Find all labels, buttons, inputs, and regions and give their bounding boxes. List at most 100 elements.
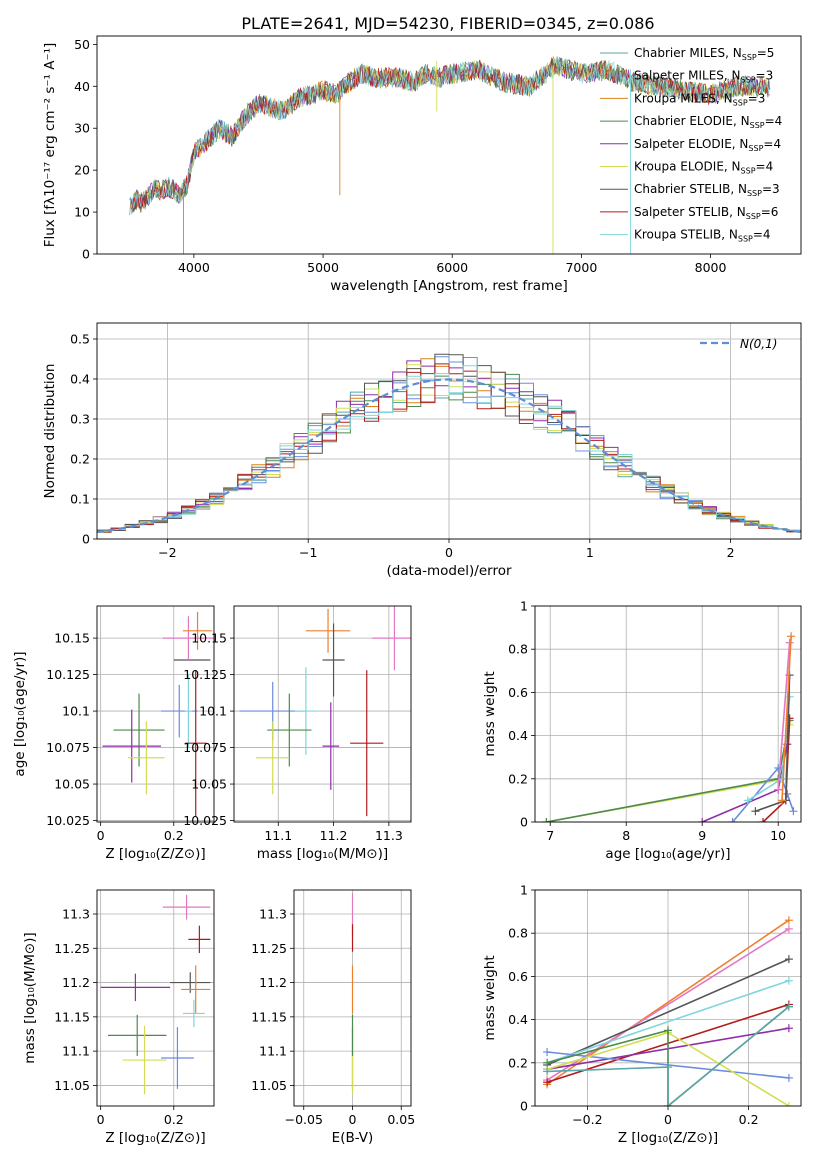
weight-line-3 xyxy=(731,766,795,822)
normal-curve xyxy=(97,378,801,534)
x-axis-label: E(B-V) xyxy=(332,1130,374,1146)
x-tick-label: 0 xyxy=(349,1112,357,1127)
axes-frame xyxy=(96,889,215,1107)
x-tick-label: 8 xyxy=(622,828,630,843)
residuals-panel: −2 −1 0 1 2 0 0.1 0.2 0.3 0.4 0.5 (data-model)/erro… xyxy=(42,322,802,579)
y-tick-label: 11.3 xyxy=(62,907,90,922)
histogram-6 xyxy=(97,353,801,533)
y-tick-label: 40 xyxy=(74,79,90,94)
mass_vs_ebv-panel: −0.05 0 0.05 11.05 11.1 11.15 11.2 11.25 11.3 E(B… xyxy=(251,889,415,1146)
y-tick-label: 11.1 xyxy=(259,1044,287,1059)
axes-frame xyxy=(534,605,802,823)
x-tick-label: 11.1 xyxy=(264,828,292,843)
y-axis-label: mass weight xyxy=(482,955,498,1040)
y-tick-label: 0.4 xyxy=(70,372,90,387)
x-tick-label: 8000 xyxy=(695,260,727,275)
x-tick-label: 11.2 xyxy=(320,828,348,843)
y-tick-label: 10.125 xyxy=(46,667,90,682)
plot-area xyxy=(239,606,411,817)
histogram-8 xyxy=(97,365,801,532)
y-tick-label: 0 xyxy=(82,247,90,262)
x-axis-label: mass [log₁₀(M/M⊙)] xyxy=(257,846,388,862)
y-tick-label: 30 xyxy=(74,121,90,136)
x-tick-label: 6000 xyxy=(436,260,468,275)
x-tick-label: 10 xyxy=(770,828,786,843)
weight-line-2 xyxy=(546,958,790,1066)
weight-line-8 xyxy=(781,636,792,801)
y-tick-label: 10.05 xyxy=(191,777,227,792)
y-tick-label: 11.3 xyxy=(259,907,287,922)
y-tick-label: 0.8 xyxy=(508,642,528,657)
x-tick-label: 0 xyxy=(97,1112,105,1127)
y-tick-label: 50 xyxy=(74,37,90,52)
x-tick-label: 5000 xyxy=(307,260,339,275)
legend-entry-3: Chabrier ELODIE, NSSP=4 xyxy=(634,114,782,130)
plot-area xyxy=(542,632,798,822)
y-tick-label: 11.15 xyxy=(54,1009,90,1024)
x-tick-label: −2 xyxy=(158,545,176,560)
spectrum-line-8 xyxy=(132,58,770,209)
y-axis-label: Normed distribution xyxy=(42,364,58,499)
spectrum-panel: 4000 5000 6000 7000 8000 0 10 20 30 40 50 wavelengt… xyxy=(42,35,802,294)
y-tick-label: 11.25 xyxy=(251,941,287,956)
weight-line-7 xyxy=(777,642,791,790)
axes-frame xyxy=(96,605,215,823)
y-axis-label: Flux [fλ10⁻¹⁷ erg cm⁻² s⁻¹ A⁻¹] xyxy=(42,43,58,248)
legend-entry-5: Kroupa ELODIE, NSSP=4 xyxy=(634,160,773,176)
x-tick-label: 1 xyxy=(586,545,594,560)
y-tick-label: 0.1 xyxy=(70,492,90,507)
x-tick-label: 7 xyxy=(546,828,554,843)
y-tick-label: 10.025 xyxy=(46,813,90,828)
x-tick-label: 2 xyxy=(727,545,735,560)
legend-entry-6: Chabrier STELIB, NSSP=3 xyxy=(634,182,780,198)
x-axis-label: (data-model)/error xyxy=(386,563,512,579)
x-tick-label: 7000 xyxy=(565,260,597,275)
y-tick-label: 0.8 xyxy=(508,926,528,941)
y-tick-label: 0.5 xyxy=(70,332,90,347)
y-tick-label: 10.075 xyxy=(46,740,90,755)
spectrum-line-7 xyxy=(131,57,770,210)
x-tick-label: 11.3 xyxy=(375,828,403,843)
weight-line-3 xyxy=(546,979,790,1064)
plot-area xyxy=(128,55,771,254)
axes-frame xyxy=(293,889,412,1107)
y-tick-label: 0.2 xyxy=(70,452,90,467)
x-tick-label: −0.2 xyxy=(572,1112,602,1127)
legend-entry-7: Salpeter STELIB, NSSP=6 xyxy=(634,205,778,221)
x-tick-label: 0 xyxy=(445,545,453,560)
x-tick-label: 0.2 xyxy=(164,1112,184,1127)
y-tick-label: 0.4 xyxy=(508,1012,528,1027)
y-tick-label: 0 xyxy=(520,1099,528,1114)
y-axis-label: mass weight xyxy=(482,671,498,756)
y-tick-label: 11.05 xyxy=(251,1078,287,1093)
figure-title: PLATE=2641, MJD=54230, FIBERID=0345, z=0… xyxy=(241,14,654,33)
y-tick-label: 0.6 xyxy=(508,685,528,700)
plot-area xyxy=(543,916,793,1106)
y-tick-label: 11.05 xyxy=(54,1078,90,1093)
axes-frame xyxy=(534,889,802,1107)
axes-frame xyxy=(96,322,802,540)
weight_vs_age-panel: 7 8 9 10 0 0.2 0.4 0.6 0.8 1 age [log₁₀(age/yr)] ma… xyxy=(482,599,802,862)
age_vs_Z-panel: 0 0.2 10.025 10.05 10.075 10.1 10.125 10.15 Z [l… xyxy=(12,605,215,862)
y-tick-label: 0.2 xyxy=(508,771,528,786)
y-tick-label: 1 xyxy=(520,883,528,898)
x-axis-label: Z [log₁₀(Z/Z⊙)] xyxy=(105,846,205,862)
x-tick-label: 0 xyxy=(664,1112,672,1127)
weight-line-0 xyxy=(546,724,791,822)
legend-entry-normal: N(0,1) xyxy=(740,337,777,351)
y-tick-label: 0 xyxy=(520,815,528,830)
y-tick-label: 10.15 xyxy=(191,631,227,646)
axes-frame xyxy=(233,605,412,823)
y-tick-label: 10.05 xyxy=(54,777,90,792)
axes-frame xyxy=(96,35,802,255)
y-tick-label: 11.15 xyxy=(251,1009,287,1024)
x-axis-label: age [log₁₀(age/yr)] xyxy=(605,846,730,862)
y-tick-label: 10.025 xyxy=(183,813,227,828)
y-axis-label: mass [log₁₀(M/M⊙)] xyxy=(22,932,38,1063)
y-tick-label: 0.2 xyxy=(508,1055,528,1070)
x-tick-label: −0.05 xyxy=(285,1112,323,1127)
weight-line-1 xyxy=(546,928,790,1081)
legend-entry-1: Salpeter MILES, NSSP=3 xyxy=(634,69,773,85)
x-axis-label: Z [log₁₀(Z/Z⊙)] xyxy=(618,1130,718,1146)
